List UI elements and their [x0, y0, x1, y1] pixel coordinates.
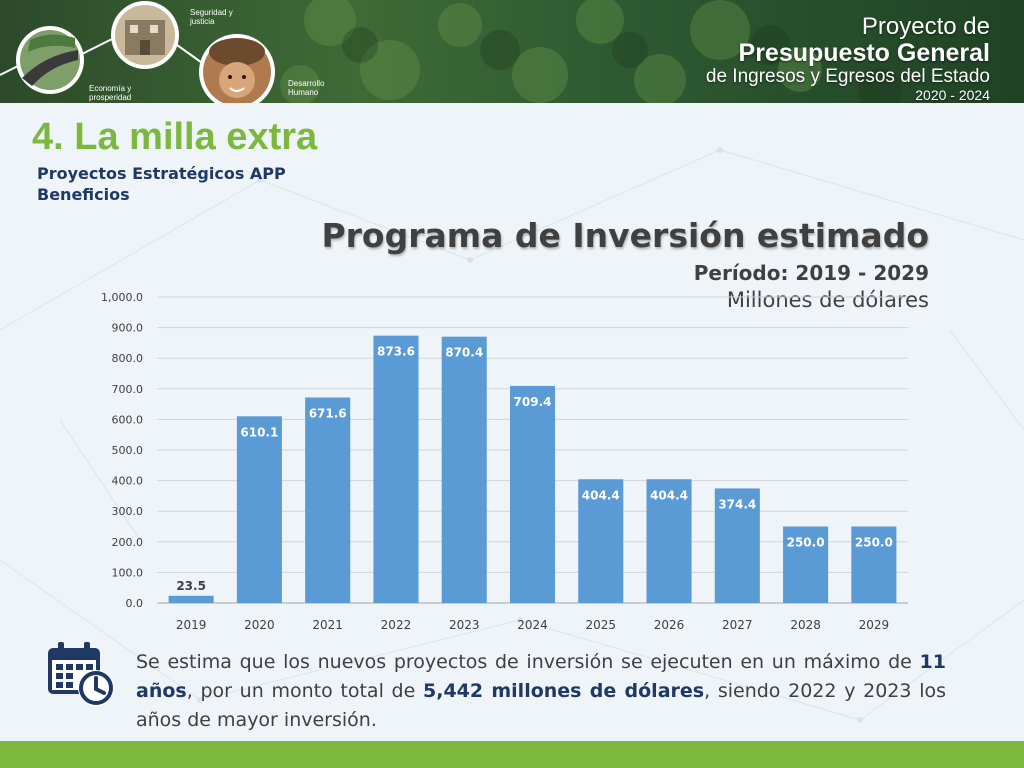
value-label: 250.0 — [787, 536, 825, 550]
bar-2028 — [783, 526, 829, 603]
security-circle-image — [111, 1, 179, 69]
x-tick-label: 2026 — [654, 618, 685, 632]
note-amount: 5,442 millones de dólares — [423, 680, 705, 702]
x-tick-label: 2021 — [312, 618, 343, 632]
budget-title-line4: 2020 - 2024 — [915, 87, 990, 103]
x-tick-label: 2019 — [176, 618, 207, 632]
x-tick-label: 2022 — [381, 618, 412, 632]
x-tick-label: 2028 — [790, 618, 821, 632]
budget-title-line1: Proyecto de — [861, 13, 990, 40]
value-label: 404.4 — [582, 488, 620, 502]
bar-2021 — [305, 397, 351, 603]
economy-label: Economía y prosperidad — [89, 84, 132, 102]
x-tick-label: 2024 — [517, 618, 548, 632]
x-tick-label: 2027 — [722, 618, 753, 632]
budget-title-line3: de Ingresos y Egresos del Estado — [705, 66, 990, 87]
bar-2023 — [441, 336, 487, 603]
x-tick-label: 2020 — [244, 618, 275, 632]
value-label: 610.1 — [240, 425, 278, 439]
chart-unit: Millones de dólares — [726, 288, 929, 312]
y-tick-label: 600.0 — [112, 413, 144, 426]
budget-title-line2: Presupuesto General — [738, 39, 990, 67]
y-tick-label: 1,000.0 — [101, 291, 143, 304]
bar-2025 — [578, 479, 624, 603]
budget-title: Proyecto de Presupuesto General de Ingre… — [705, 13, 990, 104]
bar-2026 — [646, 479, 692, 603]
value-label: 873.6 — [377, 345, 415, 359]
note-years: 11 años — [136, 651, 946, 702]
bar-2022 — [373, 335, 419, 603]
bar-2027 — [714, 488, 760, 603]
value-label: 250.0 — [855, 536, 893, 550]
y-tick-label: 400.0 — [112, 475, 144, 488]
security-label: Seguridad y justicia — [190, 8, 233, 26]
note-text-1: Se estima que los nuevos proyectos de in… — [136, 651, 920, 673]
note-text-2: , por un monto total de — [186, 680, 423, 702]
banner-graphic — [0, 0, 902, 103]
chart-title: Programa de Inversión estimado — [321, 216, 929, 255]
subtitle-benefits: Beneficios — [37, 185, 130, 204]
value-label: 671.6 — [309, 406, 347, 420]
x-tick-label: 2029 — [859, 618, 890, 632]
value-label: 23.5 — [176, 579, 206, 593]
note-text-3: , siendo 2022 y 2023 los años de mayor i… — [136, 680, 946, 731]
bar-2019 — [168, 595, 214, 603]
x-tick-label: 2025 — [585, 618, 616, 632]
y-tick-label: 300.0 — [112, 505, 144, 518]
economy-circle-image — [16, 26, 84, 94]
value-label: 709.4 — [514, 395, 552, 409]
y-tick-label: 500.0 — [112, 444, 144, 457]
bar-2024 — [509, 385, 556, 603]
value-label: 404.4 — [650, 488, 688, 502]
chart-period: Período: 2019 - 2029 — [693, 261, 929, 285]
calendar-clock-icon — [48, 642, 114, 706]
y-tick-label: 0.0 — [126, 597, 144, 610]
investment-note: Se estima que los nuevos proyectos de in… — [136, 648, 946, 735]
footer-bar — [0, 741, 1024, 768]
subtitle-projects: Proyectos Estratégicos APP — [37, 164, 286, 183]
bar-2020 — [236, 416, 282, 603]
value-label: 374.4 — [718, 497, 756, 511]
y-tick-label: 100.0 — [112, 566, 144, 579]
section-title: 4. La milla extra — [32, 116, 318, 158]
y-tick-label: 800.0 — [112, 352, 144, 365]
bar-2029 — [851, 526, 897, 603]
header-banner: Economía y prosperidad Seguridad y justi… — [0, 0, 1024, 103]
y-tick-label: 700.0 — [112, 383, 144, 396]
x-tick-label: 2023 — [449, 618, 480, 632]
y-tick-label: 200.0 — [112, 536, 144, 549]
y-tick-label: 900.0 — [112, 322, 144, 335]
development-circle-image — [199, 34, 275, 103]
development-label: Desarrollo Humano — [288, 79, 325, 97]
value-label: 870.4 — [445, 346, 483, 360]
